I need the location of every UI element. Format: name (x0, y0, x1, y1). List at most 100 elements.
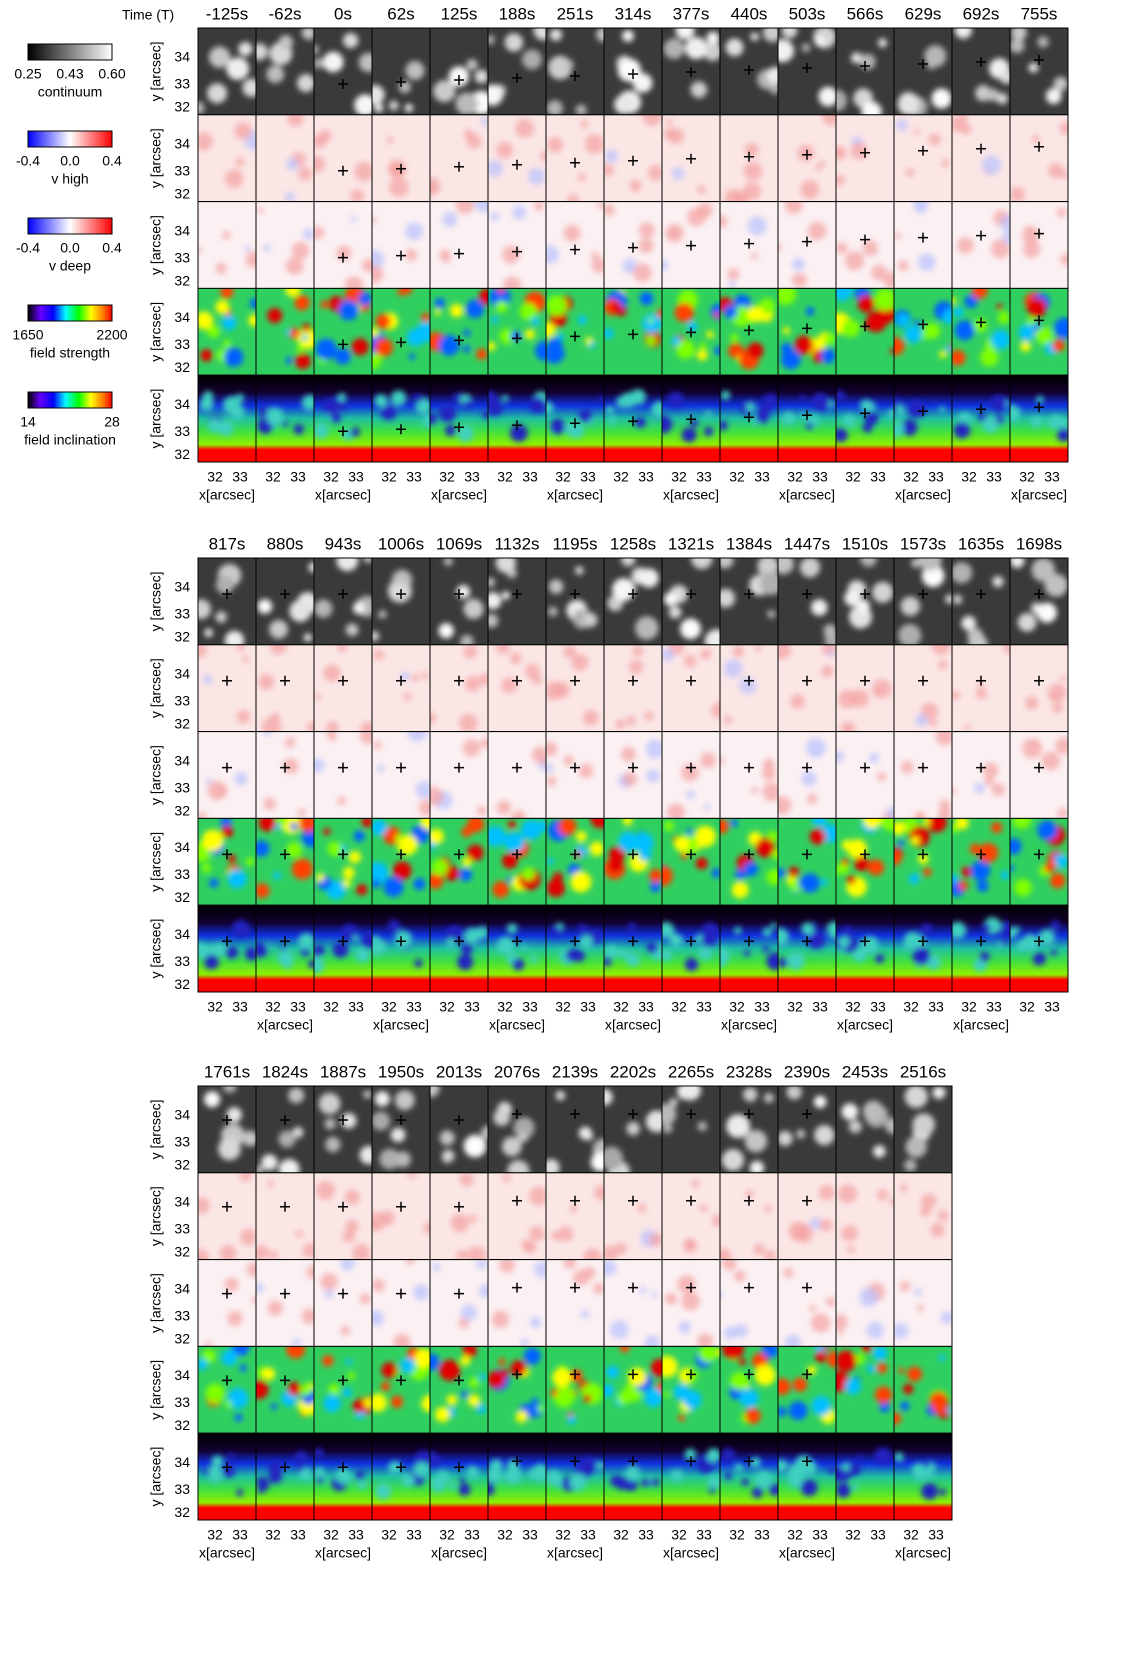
panel (313, 201, 373, 289)
patch (235, 393, 245, 403)
patch (236, 709, 251, 724)
granule (763, 1092, 774, 1103)
marker-cross (628, 416, 638, 427)
panel-image (546, 1086, 604, 1173)
patch (256, 840, 270, 857)
patch (360, 721, 372, 732)
blobs (198, 1172, 256, 1260)
panel (313, 27, 373, 116)
patch (894, 1452, 904, 1463)
panel-image (836, 818, 894, 906)
patch (467, 844, 484, 861)
panel-image (198, 28, 256, 115)
blobs (315, 288, 372, 365)
panel-image (894, 905, 952, 992)
panel (893, 1345, 953, 1434)
y-tick: 32 (174, 359, 190, 375)
granule (488, 35, 495, 45)
blobs (604, 114, 662, 192)
panel-image (952, 375, 1010, 462)
panel (429, 644, 489, 733)
panel (487, 904, 547, 993)
patch (656, 308, 662, 318)
patch (954, 320, 975, 341)
granule (549, 28, 563, 41)
bg (836, 1086, 894, 1173)
marker-cross (570, 1282, 580, 1293)
marker-cross (686, 1109, 696, 1119)
time-tick: 2013s (436, 1062, 482, 1081)
patch (256, 942, 268, 958)
granule (836, 89, 848, 112)
patch (461, 942, 473, 955)
patch (1010, 404, 1021, 422)
patch (647, 165, 662, 181)
granule (848, 1119, 862, 1134)
patch (625, 715, 636, 726)
patch (766, 869, 778, 886)
patch (373, 649, 384, 661)
time-tick: 629s (905, 4, 942, 23)
time-tick: 2390s (784, 1062, 830, 1081)
colorbar-tick: -0.4 (16, 153, 40, 169)
patch (662, 648, 675, 662)
patch (372, 861, 389, 884)
blobs (1021, 208, 1068, 266)
marker-cross (744, 65, 754, 75)
patch (826, 921, 836, 936)
patch (644, 1335, 660, 1347)
patch (299, 818, 314, 833)
patch (380, 1210, 395, 1226)
time-tick: 1384s (726, 534, 772, 553)
panel (603, 644, 663, 733)
panel (603, 1432, 663, 1521)
panel (429, 1432, 489, 1521)
patch (221, 315, 237, 331)
panel (777, 731, 837, 819)
granule (288, 1087, 305, 1104)
time-tick: 440s (731, 4, 768, 23)
patch (619, 1346, 630, 1353)
x-tick: 32 (787, 999, 803, 1015)
granule (703, 41, 720, 61)
patch (569, 1204, 578, 1213)
blobs (546, 201, 604, 273)
x-tick: 33 (928, 469, 944, 485)
panel-image (488, 1346, 546, 1434)
patch (646, 768, 660, 783)
marker-cross (744, 936, 754, 947)
patch (577, 173, 586, 182)
patch (277, 949, 294, 966)
patch (1059, 121, 1068, 135)
patch (1014, 878, 1032, 897)
panel (893, 557, 953, 646)
patch (700, 752, 717, 769)
patch (234, 122, 252, 140)
patch (763, 758, 775, 770)
panel (487, 27, 547, 116)
granule (394, 1151, 411, 1168)
panel (429, 557, 489, 646)
y-tick: 33 (174, 1221, 190, 1237)
patch (911, 1463, 926, 1478)
granule (261, 1154, 278, 1171)
patch (457, 954, 473, 971)
granule (242, 78, 256, 97)
patch (886, 806, 894, 819)
patch (1025, 696, 1039, 710)
patch (912, 934, 923, 945)
blobs (896, 119, 950, 177)
panel (429, 1345, 489, 1434)
patch (506, 923, 518, 934)
x-tick: 32 (497, 1527, 513, 1543)
y-tick: 33 (174, 163, 190, 179)
patch (488, 826, 506, 847)
blobs (957, 209, 1010, 259)
marker-cross (570, 71, 580, 81)
patch (811, 1396, 832, 1416)
patch (970, 860, 991, 881)
panel (255, 1259, 315, 1347)
panel (545, 557, 605, 646)
granule (405, 60, 425, 80)
panel-image (546, 905, 604, 992)
